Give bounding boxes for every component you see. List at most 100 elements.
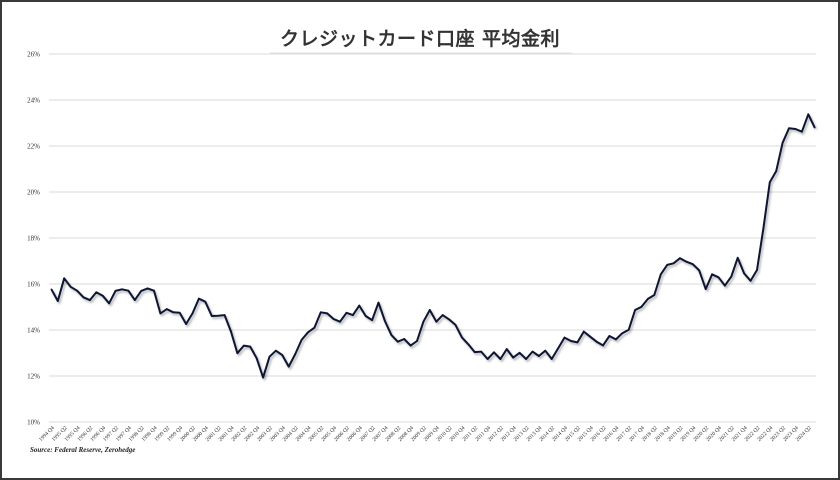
data-point xyxy=(89,299,91,301)
data-point xyxy=(403,338,405,340)
data-point xyxy=(384,320,386,322)
data-point xyxy=(711,273,713,276)
data-point xyxy=(172,311,175,314)
y-tick-label: 22% xyxy=(27,143,40,151)
data-point xyxy=(550,358,553,360)
data-point xyxy=(493,351,495,354)
y-tick-label: 18% xyxy=(27,235,40,243)
data-point xyxy=(108,302,110,305)
data-point xyxy=(153,289,155,292)
data-point xyxy=(486,358,489,360)
data-point xyxy=(409,344,412,347)
data-point xyxy=(377,301,380,304)
data-point xyxy=(339,320,341,323)
data-point xyxy=(82,296,85,299)
data-point xyxy=(756,269,758,271)
data-point xyxy=(499,358,502,360)
data-point xyxy=(685,260,688,263)
data-point xyxy=(422,320,425,323)
data-point xyxy=(576,341,579,344)
data-point xyxy=(185,323,187,325)
y-tick-label: 10% xyxy=(27,419,40,427)
data-point xyxy=(813,126,816,129)
data-point xyxy=(69,285,72,288)
data-point xyxy=(724,284,726,287)
y-tick-label: 24% xyxy=(27,97,40,105)
data-point xyxy=(416,340,418,342)
data-point xyxy=(775,170,778,172)
data-point xyxy=(435,320,438,323)
data-point xyxy=(595,340,598,343)
data-point xyxy=(230,330,232,333)
data-point xyxy=(127,289,130,292)
data-point xyxy=(255,357,258,360)
y-tick-label: 12% xyxy=(27,373,40,381)
data-point xyxy=(364,315,367,317)
data-point xyxy=(429,309,431,311)
data-point xyxy=(582,330,585,333)
data-point xyxy=(191,312,194,315)
data-point xyxy=(50,288,53,291)
data-point xyxy=(531,350,534,353)
data-point xyxy=(698,269,701,272)
data-point xyxy=(57,300,59,302)
y-tick-label: 20% xyxy=(27,189,40,197)
data-point xyxy=(210,315,213,317)
data-point xyxy=(133,299,136,301)
data-point xyxy=(294,353,296,356)
data-point xyxy=(717,276,720,279)
data-point xyxy=(506,348,508,350)
data-point xyxy=(666,264,668,266)
data-point xyxy=(621,332,624,335)
data-point xyxy=(570,340,572,342)
data-point xyxy=(448,318,450,321)
data-point xyxy=(146,287,149,290)
data-point xyxy=(95,291,98,294)
data-point xyxy=(454,324,457,326)
data-point xyxy=(320,311,322,314)
data-point xyxy=(781,141,784,144)
y-tick-label: 16% xyxy=(27,281,40,289)
data-point xyxy=(634,309,636,311)
y-tick-label: 26% xyxy=(27,51,40,59)
source-note: Source: Federal Reserve, Zerohedge xyxy=(30,446,136,454)
data-point xyxy=(473,351,476,353)
data-point xyxy=(518,351,521,354)
data-point xyxy=(788,127,790,130)
data-point xyxy=(659,273,662,276)
data-point xyxy=(563,336,566,339)
data-point xyxy=(313,326,316,329)
data-point xyxy=(557,347,559,350)
data-point xyxy=(287,365,290,368)
data-point xyxy=(704,288,707,290)
data-point xyxy=(178,311,181,314)
data-point xyxy=(332,318,335,320)
data-point xyxy=(76,289,78,292)
data-point xyxy=(647,298,649,300)
data-point xyxy=(653,294,656,296)
data-point xyxy=(627,328,630,331)
data-point xyxy=(589,335,591,338)
data-point xyxy=(467,343,470,346)
data-point xyxy=(326,312,329,315)
data-point xyxy=(396,340,399,343)
data-point xyxy=(749,279,752,282)
data-point xyxy=(268,355,271,358)
data-point xyxy=(615,338,617,341)
data-point xyxy=(538,355,540,357)
data-point xyxy=(243,344,245,347)
data-point xyxy=(345,311,348,314)
data-point xyxy=(512,356,515,359)
data-point xyxy=(640,305,643,308)
data-point xyxy=(63,277,66,280)
data-point xyxy=(217,314,219,317)
data-point xyxy=(307,331,309,334)
data-point xyxy=(807,113,810,116)
data-point xyxy=(275,349,277,352)
data-point xyxy=(114,290,117,292)
data-point xyxy=(159,312,162,315)
data-point xyxy=(602,344,604,347)
data-point xyxy=(801,130,803,133)
data-point xyxy=(692,263,694,266)
